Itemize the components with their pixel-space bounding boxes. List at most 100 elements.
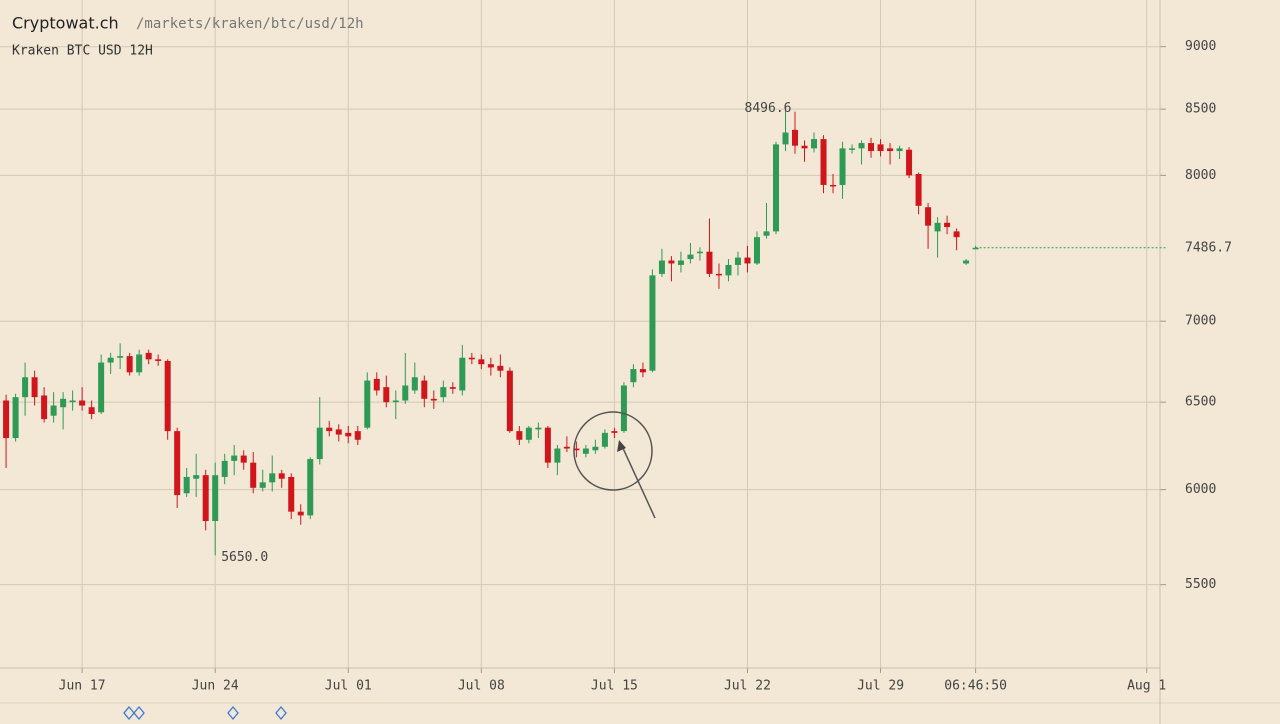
x-tick-label: Jun 17 (59, 679, 106, 694)
candles (3, 109, 1166, 556)
y-tick-label: 8500 (1185, 102, 1216, 117)
candle-body (288, 476, 295, 512)
labels: 5500 6000 6500 7000 8000 8500 9000 Jun 17 Jun 24… (59, 39, 1232, 693)
market-path: /markets/kraken/btc/usd/12h (136, 16, 364, 32)
candle-body (269, 473, 276, 483)
candle-body (506, 370, 513, 432)
candle-body (136, 354, 143, 373)
candle-body (887, 148, 894, 152)
candle-body (497, 365, 504, 371)
candle-body (563, 446, 570, 449)
candle-body (117, 356, 124, 358)
x-tick-label: Jun 24 (192, 679, 239, 694)
candle-body (658, 260, 665, 274)
candle-body (250, 462, 257, 488)
site-name[interactable]: Cryptowat.ch (12, 14, 119, 33)
candle-body (240, 455, 247, 463)
candle-body (98, 362, 105, 413)
candle-body (525, 427, 532, 440)
candle-body (440, 387, 447, 398)
candle-body (31, 377, 38, 398)
candle-body (620, 385, 627, 432)
candle-body (611, 431, 618, 433)
candle-body (212, 475, 219, 522)
candle-body (839, 148, 846, 185)
candle-body (354, 431, 361, 440)
candle-body (79, 400, 86, 406)
candle-body (231, 455, 238, 461)
event-marker[interactable] (123, 705, 135, 721)
candle-body (402, 385, 409, 401)
y-tick-label: 8000 (1185, 168, 1216, 183)
candle-body (459, 357, 466, 391)
candle-body (126, 356, 133, 373)
event-marker[interactable] (227, 705, 239, 721)
candle-body (335, 429, 342, 435)
candle-body (411, 377, 418, 391)
candle-body (801, 145, 808, 149)
candle-body (582, 448, 589, 454)
candle-body (88, 407, 95, 415)
candle-body (373, 378, 380, 391)
candle-body (60, 398, 67, 408)
candle-body (649, 275, 656, 371)
candle-body (145, 352, 152, 360)
candle-body (193, 475, 200, 479)
candle-body (677, 260, 684, 265)
candle-body (877, 144, 884, 152)
x-tick-label: Jul 08 (458, 679, 505, 694)
candle-body (202, 475, 209, 522)
grid (0, 0, 1166, 673)
candle-body (953, 231, 960, 238)
y-tick-label: 5500 (1185, 577, 1216, 592)
candle-body (155, 359, 162, 361)
event-marker[interactable] (133, 705, 145, 721)
event-markers (123, 705, 287, 721)
candle-body (849, 148, 856, 150)
candle-body (858, 143, 865, 149)
x-tick-label: 06:46:50 (944, 679, 1007, 694)
x-tick-label: Aug 1 (1127, 679, 1166, 694)
annotation-arrow (621, 445, 656, 519)
candle-body (164, 360, 171, 432)
y-tick-label: 6000 (1185, 482, 1216, 497)
candle-body (326, 427, 333, 432)
candle-body (820, 139, 827, 185)
candle-body (734, 257, 741, 265)
candle-body (792, 129, 799, 146)
candle-body (316, 427, 323, 460)
candle-body (278, 473, 285, 479)
candle-body (573, 448, 580, 451)
candle-body (487, 364, 494, 368)
candle-body (449, 387, 456, 389)
candle-body (364, 380, 371, 428)
candle-body (601, 432, 608, 447)
candle-body (107, 357, 114, 363)
candle-body (50, 405, 57, 416)
candle-body (715, 273, 722, 276)
last-price-label: 7486.7 (1185, 240, 1232, 255)
candle-body (174, 431, 181, 496)
candle-body (421, 380, 428, 399)
candle-body (687, 254, 694, 260)
candle-body (183, 476, 190, 494)
candle-body (639, 369, 646, 373)
candle-body (3, 400, 10, 439)
candle-body (345, 432, 352, 437)
x-tick-label: Jul 01 (325, 679, 372, 694)
candle-body (22, 377, 29, 398)
candle-body (478, 359, 485, 365)
event-marker[interactable] (275, 705, 287, 721)
candle-body (544, 427, 551, 463)
arrow-head (617, 440, 626, 452)
candle-body (259, 482, 266, 488)
candle-body (934, 222, 941, 232)
candle-body (430, 398, 437, 401)
candle-body (725, 264, 732, 276)
candle-body (868, 143, 875, 152)
candle-body (763, 231, 770, 236)
candle-body (830, 184, 837, 187)
candle-body (554, 448, 561, 463)
candle-body (41, 395, 48, 420)
